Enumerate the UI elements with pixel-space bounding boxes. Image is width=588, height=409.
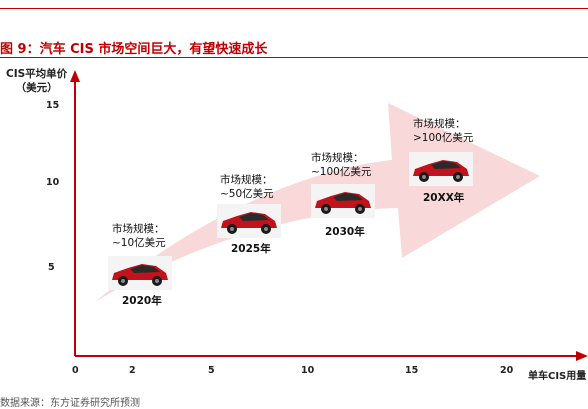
market-size-annotation: 市场规模： >100亿美元: [413, 117, 473, 145]
market-size-value: ~50亿美元: [220, 188, 274, 200]
x-axis-label: 单车CIS用量: [528, 371, 587, 382]
year-label: 2020年: [122, 295, 162, 307]
y-axis-label-line2: （美元）: [15, 82, 58, 94]
y-axis-label: CIS平均单价 （美元）: [6, 67, 67, 95]
x-tick-label: 2: [129, 365, 136, 376]
car-icon: [217, 204, 281, 238]
year-label: 2025年: [231, 243, 271, 255]
title-underline: [0, 57, 588, 58]
market-size-value: >100亿美元: [413, 132, 474, 144]
year-label: 2030年: [325, 226, 365, 238]
y-tick-label: 10: [46, 177, 60, 188]
x-tick-label: 10: [301, 365, 315, 376]
car-image: [108, 256, 172, 290]
x-tick-label: 0: [72, 365, 79, 376]
market-size-label: 市场规模：: [112, 223, 165, 235]
market-size-annotation: 市场规模： ~10亿美元: [112, 222, 166, 250]
x-tick-label: 20: [500, 365, 514, 376]
x-axis-arrowhead: [576, 351, 588, 361]
x-tick-label: 15: [405, 365, 419, 376]
car-image: [408, 152, 474, 186]
car-image: [216, 204, 282, 238]
market-size-annotation: 市场规模： ~100亿美元: [311, 151, 371, 179]
market-size-label: 市场规模：: [311, 152, 364, 164]
source-note: 数据来源：东方证券研究所预测: [0, 398, 140, 409]
market-size-value: ~100亿美元: [311, 166, 372, 178]
y-tick-label: 5: [48, 262, 55, 273]
y-axis-arrowhead: [70, 70, 80, 82]
car-icon: [311, 184, 375, 218]
market-size-value: ~10亿美元: [112, 237, 166, 249]
market-size-annotation: 市场规模： ~50亿美元: [220, 173, 274, 201]
x-tick-label: 5: [208, 365, 215, 376]
car-image: [310, 184, 376, 218]
car-icon: [409, 152, 473, 186]
y-tick-label: 15: [46, 100, 60, 111]
market-size-label: 市场规模：: [413, 118, 466, 130]
y-axis-label-line1: CIS平均单价: [6, 68, 68, 80]
car-icon: [108, 256, 172, 290]
market-size-label: 市场规模：: [220, 174, 273, 186]
figure-title: 图 9：汽车 CIS 市场空间巨大，有望快速成长: [0, 42, 268, 57]
top-rule: [0, 8, 588, 9]
year-label: 20XX年: [423, 192, 465, 204]
